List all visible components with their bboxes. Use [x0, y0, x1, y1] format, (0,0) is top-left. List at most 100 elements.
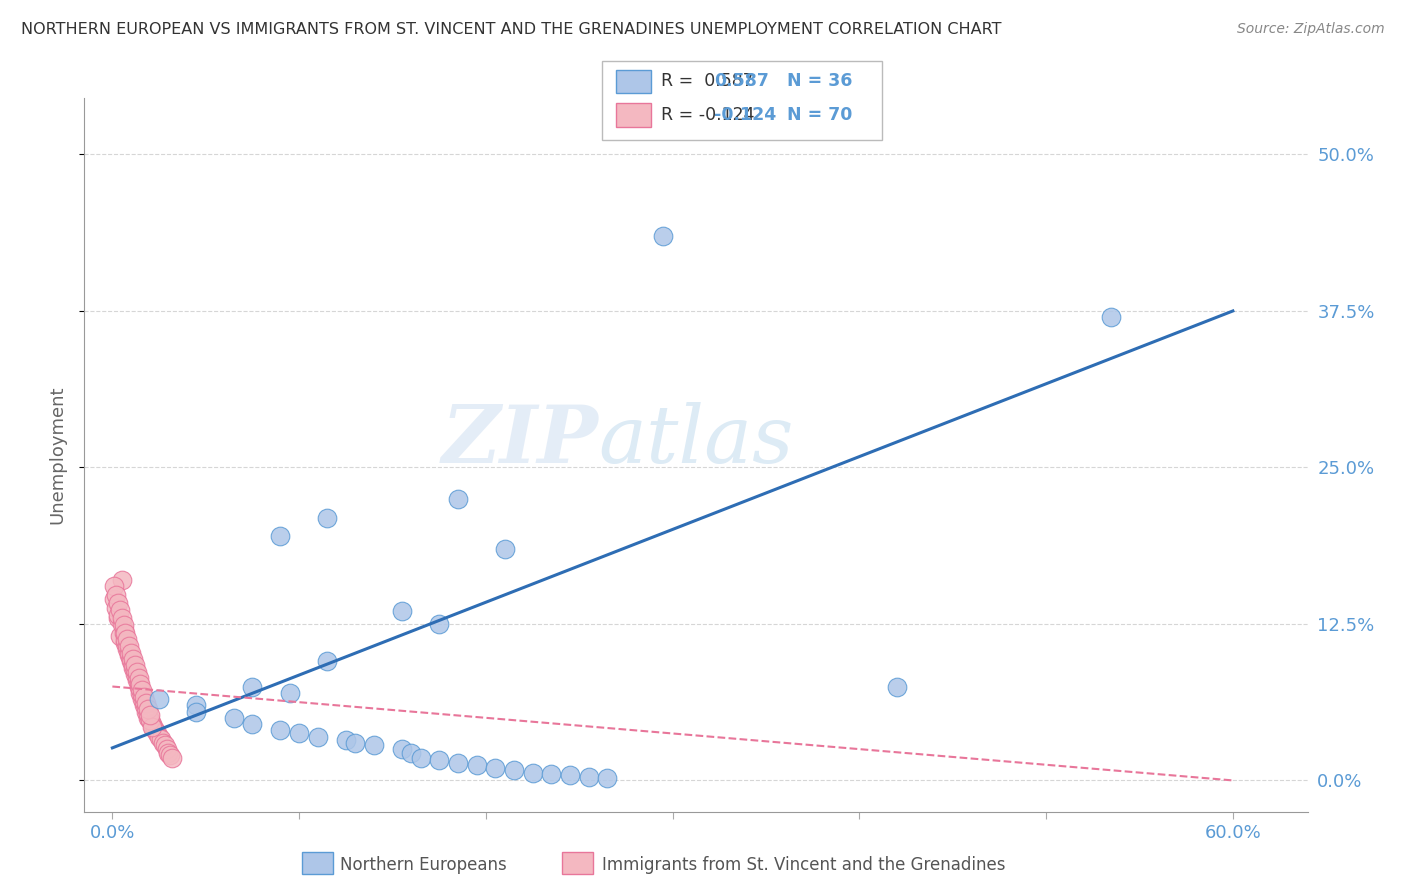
Point — [427, 753, 450, 767]
Point — [118, 646, 141, 660]
Point — [129, 686, 152, 700]
Point — [136, 707, 159, 722]
Point — [114, 633, 136, 648]
Point — [103, 591, 125, 606]
Point — [125, 673, 148, 688]
Point — [363, 739, 385, 753]
Point — [136, 702, 159, 716]
Point — [118, 640, 141, 654]
Text: -0.124: -0.124 — [714, 106, 776, 124]
Point — [242, 680, 264, 694]
Point — [103, 579, 125, 593]
Point — [540, 767, 562, 781]
Point — [112, 625, 135, 640]
Point — [125, 669, 148, 683]
Point — [124, 667, 146, 681]
Text: R = -0.124: R = -0.124 — [661, 106, 755, 124]
Text: NORTHERN EUROPEAN VS IMMIGRANTS FROM ST. VINCENT AND THE GRENADINES UNEMPLOYMENT: NORTHERN EUROPEAN VS IMMIGRANTS FROM ST.… — [21, 22, 1001, 37]
Point — [108, 630, 131, 644]
Point — [131, 692, 153, 706]
Point — [222, 711, 245, 725]
Text: Northern Europeans: Northern Europeans — [340, 856, 508, 874]
Text: N = 70: N = 70 — [787, 106, 852, 124]
Point — [120, 652, 142, 666]
Point — [117, 640, 139, 654]
Point — [160, 751, 183, 765]
Point — [335, 733, 357, 747]
Point — [578, 770, 600, 784]
Point — [135, 701, 157, 715]
Point — [427, 616, 450, 631]
Point — [141, 717, 163, 731]
Text: Source: ZipAtlas.com: Source: ZipAtlas.com — [1237, 22, 1385, 37]
Point — [142, 720, 165, 734]
Point — [558, 768, 581, 782]
Point — [131, 688, 153, 702]
Point — [135, 705, 157, 719]
Text: atlas: atlas — [598, 402, 793, 479]
Point — [125, 665, 148, 679]
Point — [278, 686, 301, 700]
Point — [112, 618, 135, 632]
Point — [118, 648, 141, 663]
Point — [146, 726, 169, 740]
Point — [114, 625, 136, 640]
Point — [120, 655, 142, 669]
Point — [391, 604, 413, 618]
Text: 0.587: 0.587 — [714, 72, 769, 90]
Point — [134, 690, 156, 704]
Point — [111, 573, 134, 587]
Point — [148, 730, 170, 744]
Point — [886, 680, 908, 694]
Point — [107, 608, 129, 623]
Point — [114, 636, 136, 650]
Text: Immigrants from St. Vincent and the Grenadines: Immigrants from St. Vincent and the Gren… — [602, 856, 1005, 874]
Point — [307, 730, 329, 744]
Point — [269, 723, 291, 738]
Point — [124, 663, 146, 677]
Point — [107, 610, 129, 624]
Point — [148, 692, 170, 706]
Point — [596, 771, 619, 785]
Point — [502, 764, 524, 778]
Point — [111, 610, 134, 624]
Point — [111, 616, 134, 631]
Point — [122, 661, 145, 675]
Point — [112, 623, 135, 637]
Point — [138, 708, 160, 723]
Point — [242, 717, 264, 731]
Point — [155, 742, 177, 756]
Point — [105, 600, 128, 615]
Point — [186, 698, 208, 713]
Point — [409, 751, 432, 765]
Point — [134, 694, 156, 708]
Point — [138, 714, 160, 728]
Point — [107, 596, 129, 610]
Point — [136, 711, 159, 725]
Y-axis label: Unemployment: Unemployment — [48, 385, 66, 524]
Point — [1101, 310, 1123, 325]
Point — [159, 748, 181, 763]
Point — [128, 680, 150, 694]
Point — [186, 705, 208, 719]
Point — [117, 632, 139, 646]
Point — [522, 765, 544, 780]
Point — [129, 677, 152, 691]
Point — [135, 696, 157, 710]
Point — [269, 529, 291, 543]
Point — [316, 655, 339, 669]
Point — [316, 510, 339, 524]
Point — [124, 658, 146, 673]
Point — [138, 714, 160, 728]
Point — [131, 683, 153, 698]
Point — [117, 642, 139, 657]
Point — [391, 742, 413, 756]
Point — [128, 671, 150, 685]
Text: N = 36: N = 36 — [787, 72, 852, 90]
Point — [447, 491, 470, 506]
Point — [149, 732, 172, 747]
Point — [108, 603, 131, 617]
Point — [143, 723, 166, 738]
Point — [152, 736, 174, 750]
Point — [157, 746, 180, 760]
